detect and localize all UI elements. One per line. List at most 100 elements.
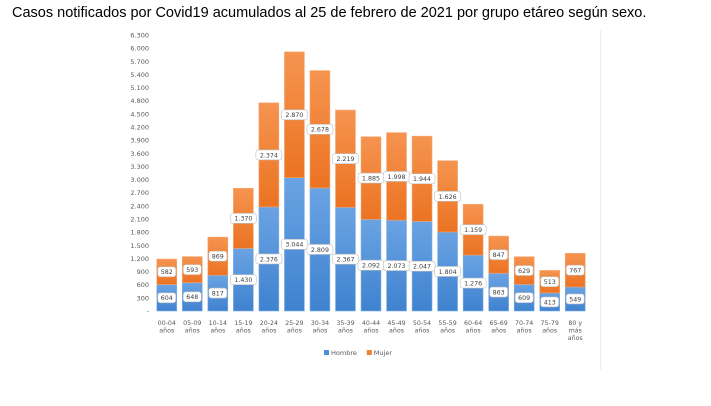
- x-tick-label: 40-44 años: [362, 320, 380, 335]
- svg-text:2.092: 2.092: [362, 263, 380, 270]
- svg-text:593: 593: [186, 267, 198, 274]
- svg-text:549: 549: [569, 296, 581, 303]
- y-tick-label: -: [147, 308, 150, 316]
- x-tick-label: 60-64 años: [464, 320, 482, 335]
- data-label-mujer-5: 2.870: [281, 109, 308, 121]
- x-tick-label: 05-09 años: [183, 320, 201, 335]
- svg-text:2.374: 2.374: [260, 152, 278, 159]
- y-tick-label: 5.700: [130, 58, 149, 66]
- x-tick-label: 10-14 años: [209, 320, 227, 335]
- x-tick-label: 55-59 años: [438, 320, 456, 335]
- data-label-hombre-7: 2.367: [332, 253, 359, 265]
- data-label-hombre-5: 3.044: [281, 239, 308, 250]
- svg-text:2.219: 2.219: [336, 156, 354, 163]
- data-label-mujer-12: 1.159: [459, 224, 487, 236]
- svg-text:1.430: 1.430: [234, 277, 252, 284]
- svg-text:2.678: 2.678: [311, 127, 329, 134]
- data-label-mujer-3: 1.370: [230, 213, 257, 224]
- y-tick-label: 5.100: [130, 84, 149, 92]
- x-tick-label: 20-24 años: [260, 320, 278, 335]
- y-tick-label: 900: [137, 268, 149, 276]
- svg-text:817: 817: [212, 291, 224, 298]
- data-labels-group: 604 582 648 593 817 869 1.430 1.370 2.376 2.374 3.…: [157, 109, 585, 308]
- y-tick-label: 2.100: [130, 216, 149, 224]
- data-label-hombre-8: 2.092: [357, 259, 385, 271]
- x-axis: 00-04 años 05-09 años 10-14 años 15-19 años 20-2…: [158, 320, 583, 342]
- data-label-mujer-10: 1.944: [408, 173, 436, 185]
- y-tick-label: 5.400: [130, 71, 149, 79]
- data-label-hombre-11: 1.804: [434, 266, 461, 277]
- svg-text:767: 767: [569, 268, 581, 275]
- svg-text:513: 513: [544, 279, 556, 286]
- data-label-mujer-13: 847: [489, 249, 508, 260]
- x-tick-label: 50-54 años: [413, 320, 431, 335]
- x-tick-label: 15-19 años: [234, 320, 252, 335]
- svg-text:2.809: 2.809: [311, 247, 329, 254]
- svg-text:869: 869: [212, 254, 224, 261]
- x-tick-label: 65-69 años: [489, 320, 507, 335]
- data-label-hombre-4: 2.376: [255, 253, 283, 265]
- data-label-mujer-9: 1.998: [383, 171, 410, 182]
- chart-area: - 300 600 900 1.200 1.500 1.800 2.100 2.400 2.700…: [118, 30, 601, 370]
- x-tick-label: 80 y más años: [568, 320, 583, 342]
- svg-text:1.159: 1.159: [464, 227, 482, 234]
- y-tick-label: 1.800: [130, 229, 149, 237]
- y-tick-label: 4.800: [130, 97, 149, 105]
- legend-item-hombre: Hombre: [324, 349, 357, 357]
- data-label-mujer-4: 2.374: [255, 149, 283, 161]
- svg-text:2.367: 2.367: [336, 257, 354, 264]
- y-tick-label: 3.300: [130, 163, 149, 171]
- svg-text:3.044: 3.044: [285, 242, 303, 249]
- svg-text:413: 413: [544, 299, 556, 306]
- data-label-hombre-12: 1.276: [459, 277, 487, 289]
- x-tick-label: 70-74 años: [515, 320, 533, 335]
- data-label-mujer-2: 869: [208, 250, 228, 262]
- svg-text:1.998: 1.998: [388, 174, 406, 181]
- x-tick-label: 25-29 años: [285, 320, 303, 335]
- data-label-mujer-6: 2.678: [306, 123, 334, 135]
- y-tick-label: 6.000: [130, 45, 149, 53]
- data-label-mujer-16: 767: [565, 264, 585, 276]
- data-label-hombre-6: 2.809: [306, 244, 334, 255]
- data-label-hombre-15: 413: [540, 296, 560, 308]
- data-label-hombre-1: 648: [182, 291, 202, 303]
- svg-text:629: 629: [518, 268, 530, 275]
- svg-text:Mujer: Mujer: [374, 349, 393, 357]
- svg-text:847: 847: [493, 252, 505, 259]
- data-label-hombre-14: 609: [514, 292, 534, 303]
- x-tick-label: 45-49 años: [387, 320, 405, 335]
- data-label-hombre-3: 1.430: [230, 274, 257, 285]
- svg-text:1.885: 1.885: [362, 175, 380, 182]
- x-tick-label: 00-04 años: [158, 320, 176, 335]
- data-label-mujer-11: 1.626: [434, 191, 461, 202]
- x-tick-label: 35-39 años: [336, 320, 354, 335]
- data-label-mujer-14: 629: [514, 265, 534, 276]
- y-tick-label: 1.500: [130, 242, 149, 250]
- data-label-mujer-7: 2.219: [332, 153, 359, 164]
- page-title: Casos notificados por Covid19 acumulados…: [12, 5, 647, 21]
- y-tick-label: 4.200: [130, 124, 149, 132]
- data-label-hombre-2: 817: [208, 287, 228, 299]
- data-label-hombre-0: 604: [157, 292, 177, 304]
- svg-text:863: 863: [493, 289, 505, 296]
- svg-text:604: 604: [161, 295, 173, 302]
- svg-text:2.376: 2.376: [260, 256, 278, 263]
- svg-text:1.626: 1.626: [439, 194, 457, 201]
- svg-text:648: 648: [186, 294, 198, 301]
- svg-text:2.870: 2.870: [285, 112, 303, 119]
- data-label-hombre-10: 2.047: [408, 260, 436, 272]
- data-label-mujer-15: 513: [540, 276, 560, 287]
- y-tick-label: 3.000: [130, 176, 149, 184]
- svg-text:2.047: 2.047: [413, 264, 431, 271]
- y-tick-label: 2.700: [130, 189, 149, 197]
- data-label-mujer-0: 582: [157, 266, 177, 278]
- data-label-hombre-13: 863: [489, 286, 508, 298]
- legend: Hombre Mujer: [324, 349, 392, 357]
- data-label-hombre-9: 2.073: [383, 260, 410, 271]
- svg-text:1.944: 1.944: [413, 176, 431, 183]
- x-tick-label: 30-34 años: [311, 320, 329, 335]
- y-tick-label: 600: [137, 281, 149, 289]
- y-tick-label: 4.500: [130, 110, 149, 118]
- svg-text:1.804: 1.804: [439, 269, 457, 276]
- svg-text:609: 609: [518, 295, 530, 302]
